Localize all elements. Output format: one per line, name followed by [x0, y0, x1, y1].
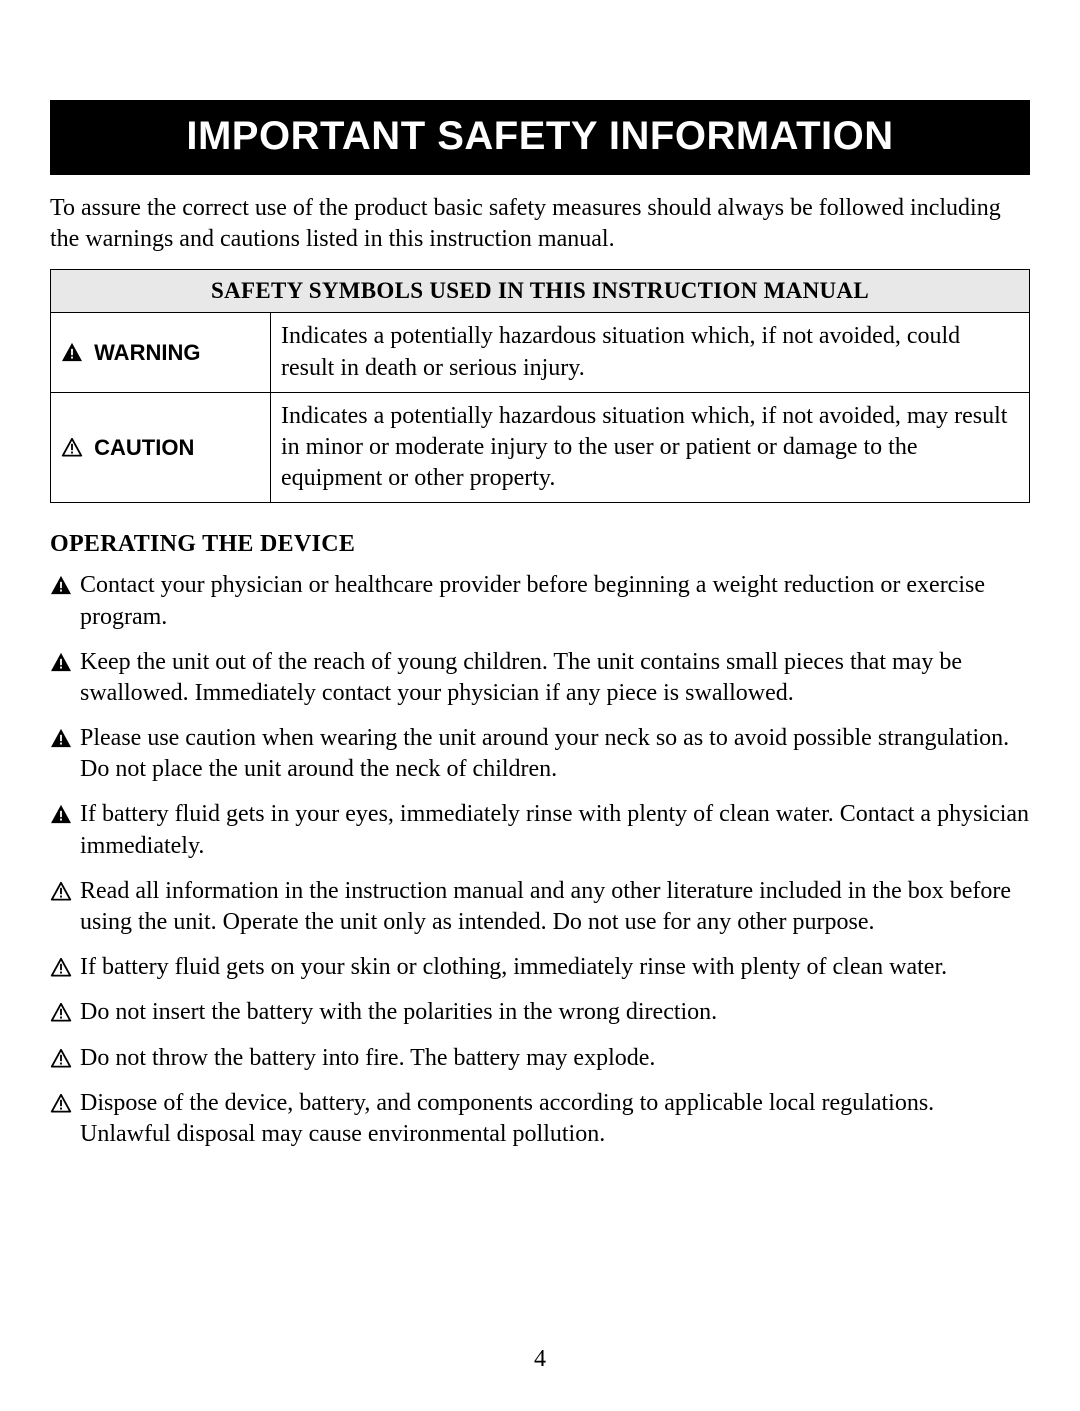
list-item: Do not throw the battery into fire. The … — [50, 1043, 1030, 1074]
list-item: Read all information in the instruction … — [50, 876, 1030, 938]
list-item-text: Dispose of the device, battery, and comp… — [80, 1088, 1030, 1150]
warning-triangle-filled-icon — [50, 728, 72, 748]
list-item-text: If battery fluid gets on your skin or cl… — [80, 952, 1030, 983]
list-item: Please use caution when wearing the unit… — [50, 723, 1030, 785]
warning-triangle-filled-icon — [50, 575, 72, 595]
warning-triangle-outline-icon — [50, 957, 72, 977]
list-item: If battery fluid gets in your eyes, imme… — [50, 799, 1030, 861]
page-header-bar: IMPORTANT SAFETY INFORMATION — [50, 100, 1030, 175]
warning-triangle-filled-icon — [61, 342, 83, 362]
warning-triangle-outline-icon — [61, 437, 83, 457]
list-item-text: Contact your physician or healthcare pro… — [80, 570, 1030, 632]
symbol-desc-cell: Indicates a potentially hazardous situat… — [271, 313, 1030, 392]
section-heading-operating: OPERATING THE DEVICE — [50, 531, 1030, 558]
table-row: WARNING Indicates a potentially hazardous… — [51, 313, 1030, 392]
warning-triangle-outline-icon — [50, 881, 72, 901]
warning-triangle-filled-icon — [50, 652, 72, 672]
list-item-text: If battery fluid gets in your eyes, imme… — [80, 799, 1030, 861]
table-title: SAFETY SYMBOLS USED IN THIS INSTRUCTION … — [51, 270, 1030, 313]
page-number: 4 — [0, 1346, 1080, 1373]
warning-triangle-outline-icon — [50, 1002, 72, 1022]
intro-paragraph: To assure the correct use of the product… — [50, 193, 1030, 255]
list-item: Contact your physician or healthcare pro… — [50, 570, 1030, 632]
symbol-label-cell: CAUTION — [51, 392, 271, 503]
symbol-label-cell: WARNING — [51, 313, 271, 392]
list-item-text: Do not insert the battery with the polar… — [80, 997, 1030, 1028]
warnings-list: Contact your physician or healthcare pro… — [50, 570, 1030, 1150]
symbol-desc-cell: Indicates a potentially hazardous situat… — [271, 392, 1030, 503]
list-item: Dispose of the device, battery, and comp… — [50, 1088, 1030, 1150]
list-item-text: Keep the unit out of the reach of young … — [80, 647, 1030, 709]
table-row: CAUTION Indicates a potentially hazardous… — [51, 392, 1030, 503]
list-item: If battery fluid gets on your skin or cl… — [50, 952, 1030, 983]
symbol-label-text: CAUTION — [94, 435, 194, 460]
warning-triangle-outline-icon — [50, 1048, 72, 1068]
list-item: Do not insert the battery with the polar… — [50, 997, 1030, 1028]
list-item-text: Read all information in the instruction … — [80, 876, 1030, 938]
safety-symbols-table: SAFETY SYMBOLS USED IN THIS INSTRUCTION … — [50, 269, 1030, 503]
symbol-label-text: WARNING — [94, 340, 200, 365]
list-item-text: Do not throw the battery into fire. The … — [80, 1043, 1030, 1074]
list-item-text: Please use caution when wearing the unit… — [80, 723, 1030, 785]
list-item: Keep the unit out of the reach of young … — [50, 647, 1030, 709]
warning-triangle-outline-icon — [50, 1093, 72, 1113]
warning-triangle-filled-icon — [50, 804, 72, 824]
